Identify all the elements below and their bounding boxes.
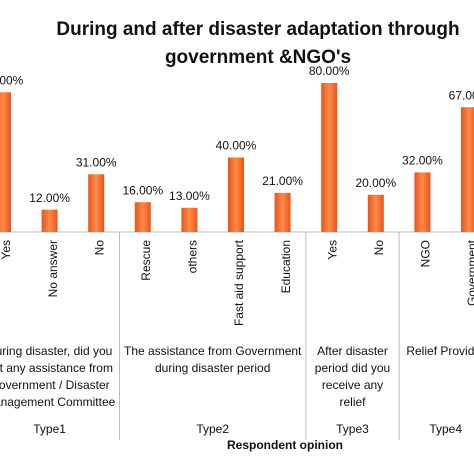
group-type-label: Type4 — [429, 422, 462, 436]
group-description: during disaster period — [155, 361, 270, 375]
group-description: period did you — [315, 361, 390, 375]
x-tick-label: No — [372, 240, 386, 256]
x-tick-label: others — [186, 240, 200, 273]
bar — [367, 194, 384, 232]
group-description: get any assistance from — [0, 361, 113, 375]
data-label: 13.00% — [169, 189, 210, 203]
group-description: receive any — [322, 378, 383, 392]
bar — [181, 207, 198, 232]
bar — [321, 83, 338, 232]
group-description: Management Committee — [0, 395, 116, 409]
bar — [228, 157, 244, 232]
data-label: 31.00% — [76, 155, 117, 169]
bar — [274, 192, 291, 232]
bar — [88, 174, 105, 232]
x-tick-label: Education — [279, 240, 293, 293]
group-description: After disaster — [317, 344, 388, 358]
bar — [461, 107, 474, 232]
x-tick-label: Rescue — [139, 240, 153, 281]
data-label: 80.00% — [309, 64, 350, 78]
group-description: Government / Disaster — [0, 378, 110, 392]
group-description: During disaster, did you — [0, 344, 112, 358]
data-label: 32.00% — [402, 154, 443, 168]
data-label: 40.00% — [216, 139, 257, 153]
data-label: 20.00% — [355, 176, 396, 190]
bar — [134, 202, 151, 232]
x-axis-title: Respondent opinion — [227, 438, 343, 452]
data-label: 75.00% — [0, 73, 24, 87]
group-type-label: Type1 — [33, 422, 66, 436]
data-label: 67.00% — [449, 88, 474, 102]
group-description: Relief Provider — [406, 344, 474, 358]
data-label: 16.00% — [122, 183, 163, 197]
data-label: 21.00% — [262, 174, 303, 188]
data-label: 12.00% — [29, 191, 70, 205]
x-tick-label: Government — [465, 239, 474, 306]
x-tick-label: NGO — [419, 240, 433, 267]
x-tick-label: Yes — [0, 240, 13, 260]
group-type-label: Type3 — [336, 422, 369, 436]
group-type-label: Type2 — [196, 422, 229, 436]
x-tick-label: Fast aid support — [232, 239, 246, 326]
bar — [0, 92, 11, 232]
bar — [41, 209, 58, 232]
group-description: The assistance from Government — [124, 344, 302, 358]
x-tick-label: Yes — [325, 240, 339, 260]
bar — [414, 172, 431, 232]
chart-title: During and after disaster adaptation thr… — [56, 19, 459, 40]
x-tick-label: No answer — [46, 240, 60, 297]
group-description: relief — [339, 395, 366, 409]
x-tick-label: No — [92, 240, 106, 256]
chart-title: government &NGO's — [165, 47, 351, 68]
